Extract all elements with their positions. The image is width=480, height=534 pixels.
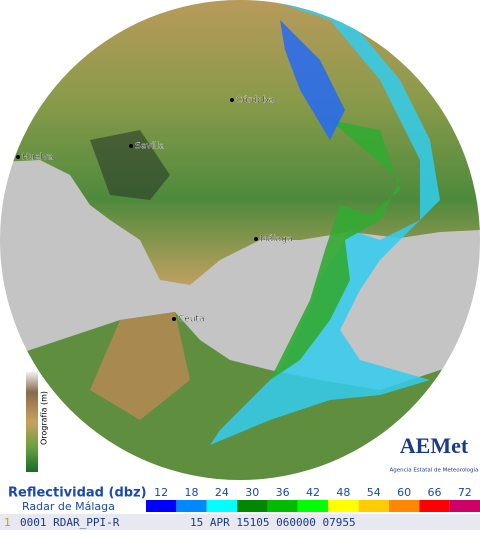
legend-swatch	[449, 500, 480, 512]
orography-title: Orografía (m)	[40, 391, 49, 445]
city-label: Córdoba	[236, 95, 274, 106]
footer-product: 0001 RDAR_PPI-R	[20, 516, 120, 529]
echo-cyan	[210, 0, 440, 445]
footer	[0, 514, 480, 530]
city-label: Sevilla	[135, 142, 165, 152]
city-label: Málaga	[260, 235, 293, 245]
legend-value: 60	[397, 486, 411, 499]
legend-swatch	[176, 500, 207, 512]
city-marker	[129, 144, 133, 148]
legend-swatch	[419, 500, 450, 512]
city-label: Ceuta	[178, 315, 205, 325]
logo-box	[392, 428, 476, 478]
legend-value: 54	[367, 486, 381, 499]
orography-bar	[26, 372, 38, 472]
logo-subtitle: Agencia Estatal de Meteorología	[390, 467, 479, 474]
legend-value: 42	[306, 486, 320, 499]
city-marker	[254, 237, 258, 241]
legend-swatch	[388, 500, 420, 512]
lowland	[90, 130, 170, 200]
legend-swatch	[206, 500, 238, 512]
logo-name: AEMet	[400, 433, 469, 458]
legend-value: 72	[458, 486, 472, 499]
agency-name: Agencia Estatal de Meteorología	[15, 6, 161, 16]
footer-time: 15 APR 15105 060000 07955	[190, 516, 356, 529]
legend-value: 66	[427, 486, 441, 499]
legend-swatch	[358, 500, 389, 512]
legend-title: Reflectividad (dbz)	[8, 486, 147, 501]
city-labels: Córdoba Sevilla Huelva Málaga Ceuta	[16, 94, 293, 325]
city-marker	[230, 98, 234, 102]
legend-value: 36	[276, 486, 290, 499]
city-marker	[172, 317, 176, 321]
rif	[90, 312, 190, 420]
echo-blue	[280, 20, 345, 140]
footer-index: 1	[4, 516, 11, 529]
echo-green	[270, 120, 400, 380]
city-marker	[16, 155, 20, 159]
legend-swatch	[328, 500, 359, 512]
legend-swatch	[297, 500, 329, 512]
legend-value: 24	[215, 486, 229, 499]
legend-value: 18	[185, 486, 199, 499]
legend-value: 12	[154, 486, 168, 499]
legend-value: 48	[336, 486, 350, 499]
legend-scale: 12 18 24 30 36 42 48 54 60 66 72	[146, 486, 480, 512]
legend-swatch	[267, 500, 298, 512]
agency-icon	[2, 4, 12, 14]
legend-swatch	[237, 500, 268, 512]
map	[0, 0, 480, 480]
legend-value: 30	[245, 486, 259, 499]
legend-subtitle: Radar de Málaga	[22, 500, 115, 513]
legend-swatch	[146, 500, 177, 512]
city-label: Huelva	[22, 153, 53, 163]
